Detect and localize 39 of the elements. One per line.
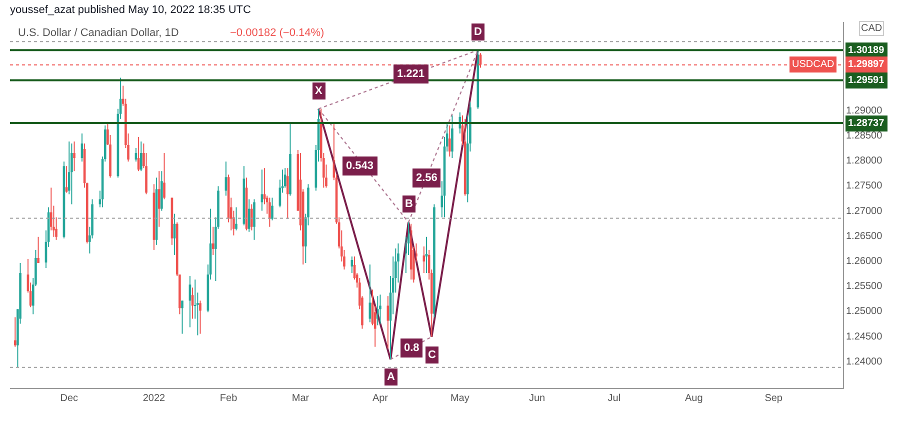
- y-tick-label: 1.24500: [846, 331, 883, 342]
- y-tick-label: 1.28500: [846, 130, 883, 142]
- y-tick-label: 1.27500: [846, 180, 883, 192]
- x-tick-label: Aug: [684, 393, 703, 404]
- text: CAD: [861, 23, 882, 34]
- y-tick-label: 1.25500: [846, 281, 883, 292]
- y-tick-label: 1.26000: [846, 256, 883, 267]
- annotation: D: [474, 26, 482, 38]
- ref-line-label: 1.28737: [848, 118, 885, 129]
- x-tick-label: Jul: [608, 393, 621, 404]
- ref-line-label: 1.29591: [848, 75, 885, 86]
- x-tick-label: Apr: [372, 393, 389, 404]
- x-tick-label: 2022: [142, 393, 166, 404]
- annotation: 1.221: [397, 68, 425, 80]
- annotation: 0.8: [404, 342, 420, 354]
- x-tick-label: Mar: [292, 393, 310, 404]
- chart-title: U.S. Dollar / Canadian Dollar, 1D: [18, 27, 179, 39]
- annotation: −0.00182 (−0.14%): [230, 27, 324, 39]
- x-tick-label: Feb: [220, 393, 238, 404]
- x-tick-label: Jun: [528, 393, 546, 404]
- chart-subtitle: youssef_azat published May 10, 2022 18:35 UTC: [10, 4, 251, 16]
- annotation: 2.56: [416, 172, 438, 184]
- annotation: 0.543: [346, 160, 374, 172]
- annotation: C: [428, 349, 436, 361]
- y-tick-label: 1.29000: [846, 105, 883, 116]
- y-tick-label: 1.27000: [846, 206, 883, 217]
- x-tick-label: May: [450, 393, 470, 404]
- y-tick-label: 1.24000: [846, 356, 883, 368]
- y-tick-label: 1.28000: [846, 156, 883, 167]
- annotation: 1.29897: [848, 59, 885, 70]
- annotation: A: [387, 371, 395, 383]
- annotation: B: [405, 198, 413, 210]
- ref-line-label: USDCAD: [792, 59, 834, 70]
- x-tick-label: Dec: [60, 393, 78, 404]
- x-tick-label: Sep: [764, 393, 783, 404]
- annotation: X: [315, 85, 323, 97]
- ref-line-label: 1.30189: [848, 45, 885, 56]
- y-tick-label: 1.25000: [846, 306, 883, 318]
- y-tick-label: 1.26500: [846, 230, 883, 242]
